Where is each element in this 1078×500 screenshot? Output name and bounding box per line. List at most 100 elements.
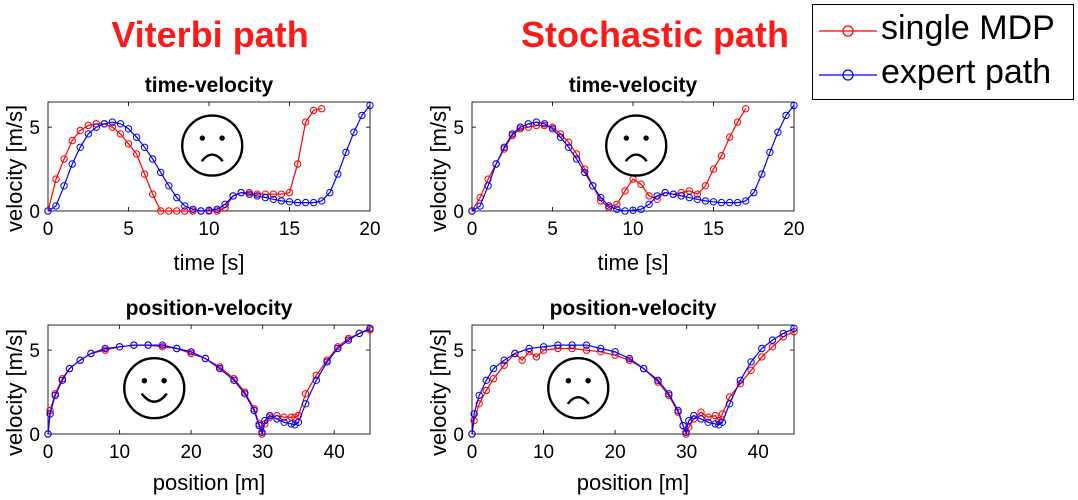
data-point-expert-path [709, 198, 718, 206]
data-point-expert-path [484, 182, 492, 190]
data-point-expert-path [366, 101, 374, 110]
data-point-expert-path [250, 406, 258, 415]
legend-item-single-mdp: single MDP [813, 9, 1073, 53]
y-tick-label: 5 [29, 341, 40, 362]
data-point-expert-path [539, 343, 548, 351]
data-point-expert-path [323, 358, 331, 366]
data-point-single-mdp [301, 118, 310, 126]
data-point-single-mdp [140, 170, 149, 178]
data-point-expert-path [84, 130, 93, 138]
data-point-expert-path [108, 118, 117, 126]
data-point-expert-path [221, 200, 229, 209]
data-point-single-mdp [149, 190, 157, 198]
data-point-expert-path [294, 418, 303, 426]
data-point-single-mdp [582, 346, 591, 354]
data-point-expert-path [582, 341, 591, 349]
x-tick-label: 5 [547, 219, 558, 240]
data-point-expert-path [124, 125, 133, 133]
data-point-expert-path [701, 197, 710, 205]
plot-area [47, 324, 371, 435]
x-tick-label: 15 [279, 219, 300, 240]
data-point-expert-path [334, 344, 342, 353]
face-mouth [624, 153, 648, 162]
data-point-single-mdp [758, 353, 766, 361]
x-tick-label: 20 [783, 219, 804, 240]
data-point-expert-path [293, 198, 302, 207]
x-tick-label: 0 [43, 219, 54, 240]
data-point-expert-path [475, 391, 483, 400]
happy-face-icon [123, 357, 186, 420]
legend-label: expert path [881, 53, 1052, 91]
data-point-expert-path [725, 400, 734, 408]
face-outline [123, 357, 186, 420]
face-eye [585, 378, 591, 384]
chart-panel: 0 5 10 15 20 0 5 [29, 101, 381, 240]
data-point-expert-path [157, 168, 165, 177]
data-point-expert-path [625, 354, 634, 363]
data-point-expert-path [44, 430, 52, 438]
data-point-expert-path [654, 376, 662, 384]
data-point-expert-path [611, 348, 619, 356]
data-point-single-mdp [132, 150, 141, 158]
data-point-expert-path [621, 207, 629, 215]
y-tick-label: 0 [453, 425, 464, 446]
data-point-expert-path [309, 198, 318, 207]
data-point-expert-path [564, 143, 573, 152]
data-point-expert-path [165, 182, 173, 190]
data-point-expert-path [44, 207, 52, 215]
data-point-expert-path [173, 344, 181, 353]
data-point-expert-path [572, 155, 581, 163]
panel-title: position-velocity [549, 297, 717, 320]
data-point-single-mdp [500, 361, 508, 369]
data-point-expert-path [189, 205, 197, 214]
data-point-expert-path [568, 341, 576, 349]
x-axis-label: position [m] [152, 470, 266, 495]
data-point-expert-path [548, 125, 557, 133]
data-point-expert-path [693, 195, 702, 204]
x-tick-label: 0 [467, 219, 478, 240]
x-tick-label: 20 [181, 442, 202, 463]
data-point-expert-path [790, 101, 798, 110]
data-point-expert-path [230, 376, 238, 384]
data-point-expert-path [261, 416, 269, 425]
data-point-single-mdp [60, 155, 68, 163]
plot-area [471, 324, 795, 435]
legend-item-expert-path: expert path [813, 53, 1073, 97]
data-point-expert-path [229, 192, 237, 200]
data-point-expert-path [468, 207, 476, 215]
data-point-expert-path [173, 193, 181, 202]
data-point-expert-path [261, 193, 270, 202]
data-point-expert-path [768, 336, 777, 344]
data-point-expert-path [158, 341, 167, 349]
data-point-expert-path [640, 364, 648, 373]
data-point-expert-path [216, 364, 224, 373]
y-tick-label: 5 [29, 118, 40, 139]
data-point-expert-path [779, 329, 787, 338]
data-point-single-mdp [280, 413, 288, 421]
y-tick-label: 0 [29, 425, 40, 446]
sad-face-icon [181, 114, 244, 177]
face-outline [605, 114, 668, 177]
data-point-expert-path [344, 336, 353, 344]
data-point-expert-path [366, 324, 374, 333]
y-tick-label: 5 [453, 341, 464, 362]
data-point-single-mdp [318, 105, 326, 113]
data-point-single-mdp [747, 366, 755, 374]
data-point-expert-path [52, 202, 60, 210]
data-point-single-mdp [124, 140, 133, 148]
x-tick-label: 10 [533, 442, 554, 463]
legend-swatch-single-mdp [819, 25, 877, 37]
data-point-expert-path [685, 416, 693, 425]
data-point-expert-path [581, 168, 589, 177]
panel-title: time-velocity [144, 74, 274, 97]
face-eye [219, 135, 225, 141]
data-point-single-mdp [291, 413, 299, 421]
data-point-expert-path [273, 415, 281, 423]
data-point-expert-path [301, 198, 310, 207]
data-point-expert-path [51, 391, 59, 400]
data-point-expert-path [736, 376, 744, 384]
face-eye [623, 135, 630, 141]
data-point-expert-path [653, 192, 661, 200]
data-point-expert-path [280, 418, 288, 426]
column-title-viterbi: Viterbi path [111, 14, 309, 55]
